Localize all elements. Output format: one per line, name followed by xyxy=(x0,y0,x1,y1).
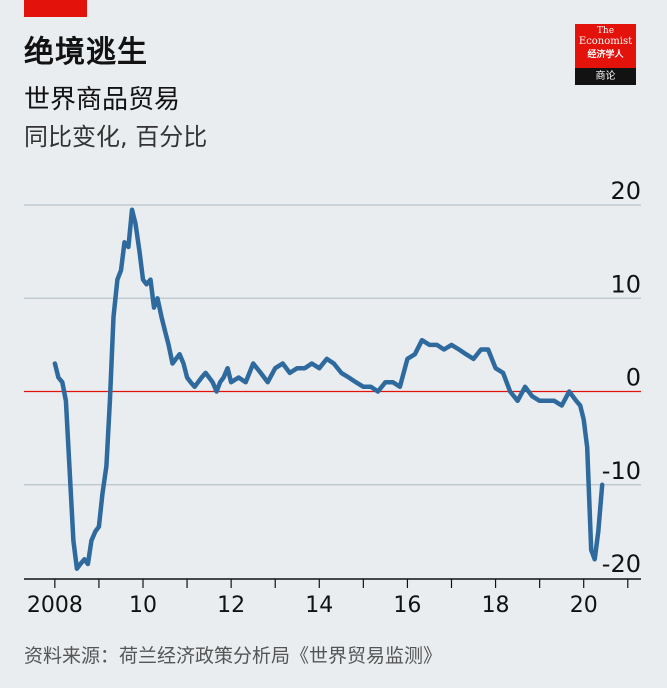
source-note: 资料来源：荷兰经济政策分析局《世界贸易监测》 xyxy=(24,645,443,667)
y-axis-ticks: 20 10 0 -10 -20 xyxy=(602,177,641,578)
logo-line1: The xyxy=(596,26,615,36)
chart-subtitle: 世界商品贸易 xyxy=(24,85,181,115)
economist-logo: The Economist 经济学人 商论 xyxy=(575,24,636,85)
y-tick-label: 10 xyxy=(610,270,641,298)
gridlines xyxy=(24,204,641,486)
series-line xyxy=(52,207,605,571)
x-tick-label: 10 xyxy=(129,593,157,618)
y-tick-label: -20 xyxy=(602,550,641,578)
x-axis: 2008 10 12 14 16 18 20 xyxy=(24,578,641,618)
logo-line2: Economist xyxy=(578,36,633,47)
x-tick-label: 18 xyxy=(482,593,510,618)
chart-title: 绝境逃生 xyxy=(24,35,148,70)
brand-red-tag xyxy=(24,0,87,17)
x-tick-label: 20 xyxy=(570,593,598,618)
logo-line3: 经济学人 xyxy=(587,50,624,60)
x-tick-label: 14 xyxy=(305,593,333,618)
y-tick-label: 0 xyxy=(626,364,641,392)
y-tick-label: 20 xyxy=(610,177,641,205)
x-tick-label: 12 xyxy=(217,593,245,618)
series-group xyxy=(52,207,605,571)
x-tick-label: 16 xyxy=(393,593,421,618)
y-tick-label: -10 xyxy=(602,457,641,485)
logo-line4: 商论 xyxy=(575,68,636,85)
chart-unit-label: 同比变化, 百分比 xyxy=(24,123,208,151)
x-tick-label: 2008 xyxy=(27,593,83,618)
